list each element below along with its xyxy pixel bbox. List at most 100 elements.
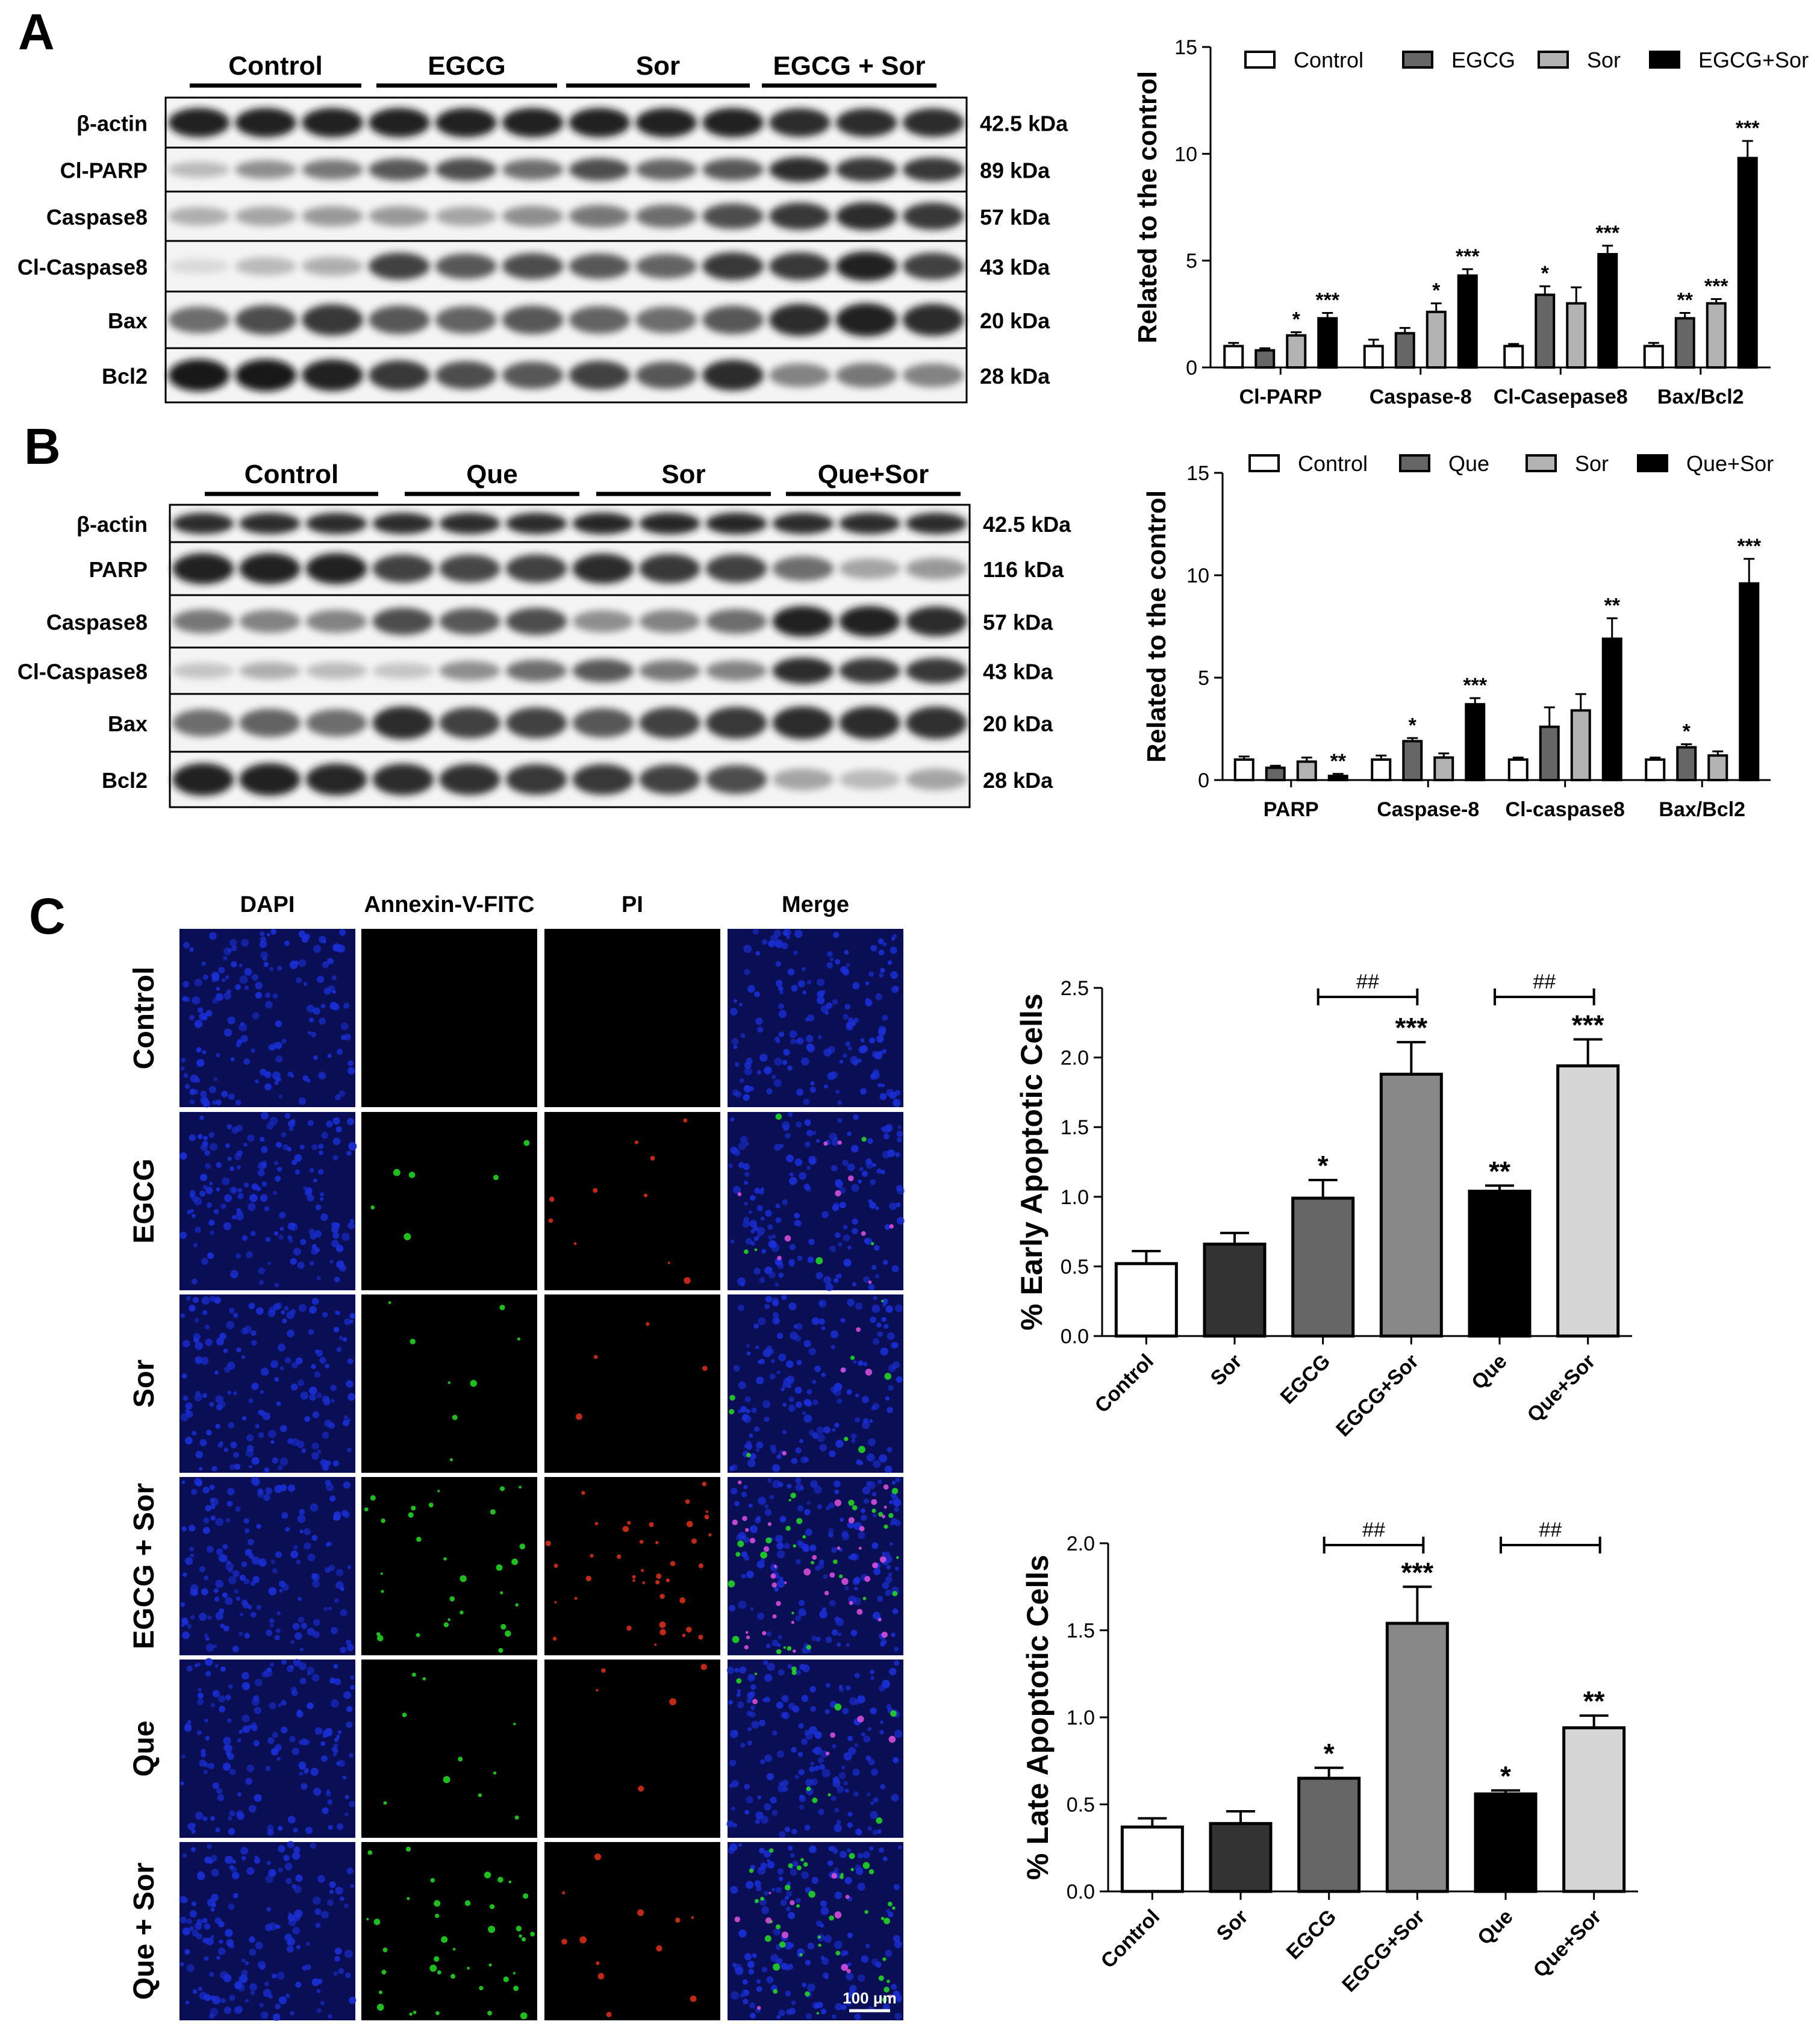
pi-cell xyxy=(762,1631,767,1635)
category-label: Cl-Casepase8 xyxy=(1494,386,1628,408)
dapi-nucleus xyxy=(787,1065,793,1071)
dapi-nucleus xyxy=(765,1296,772,1303)
dapi-nucleus xyxy=(272,1567,278,1573)
dapi-nucleus xyxy=(852,1360,857,1364)
dapi-nucleus xyxy=(778,985,784,991)
fitc-cell xyxy=(881,1299,884,1302)
dapi-nucleus xyxy=(341,1510,349,1517)
dapi-nucleus xyxy=(251,1183,258,1190)
blot-band xyxy=(772,556,834,581)
dapi-nucleus xyxy=(843,969,850,976)
dapi-nucleus xyxy=(251,1697,260,1706)
fitc-cell xyxy=(862,1862,870,1869)
fitc-cell xyxy=(382,1947,388,1953)
pi-cell xyxy=(737,1192,742,1196)
dapi-nucleus xyxy=(810,1081,815,1086)
dapi-nucleus xyxy=(284,940,290,946)
dapi-nucleus xyxy=(814,1366,821,1373)
blot-band xyxy=(368,360,430,390)
dapi-nucleus xyxy=(747,985,755,993)
dapi-nucleus xyxy=(224,1194,232,1202)
dapi-nucleus xyxy=(777,1868,784,1875)
dapi-nucleus xyxy=(278,1845,285,1853)
dapi-nucleus xyxy=(319,1150,323,1155)
dapi-nucleus xyxy=(834,1422,840,1428)
blot-band xyxy=(635,204,697,228)
dapi-nucleus xyxy=(303,982,308,986)
bar xyxy=(1296,760,1317,782)
dapi-nucleus xyxy=(274,1377,279,1382)
legend-swatch xyxy=(1637,454,1668,472)
pi-cell xyxy=(593,1188,598,1193)
blot-band xyxy=(505,764,567,795)
dapi-nucleus xyxy=(314,1727,323,1735)
dapi-nucleus xyxy=(852,1578,859,1585)
dapi-nucleus xyxy=(211,1466,217,1472)
dapi-nucleus xyxy=(223,1974,232,1982)
dapi-nucleus xyxy=(743,1485,748,1490)
dapi-nucleus xyxy=(230,1057,235,1061)
dapi-nucleus xyxy=(787,1384,792,1388)
dapi-nucleus xyxy=(327,1799,333,1805)
dapi-nucleus xyxy=(311,1673,320,1682)
dapi-nucleus xyxy=(782,930,788,936)
dapi-nucleus xyxy=(261,1146,268,1154)
y-axis-label: Related to the control xyxy=(1142,490,1171,763)
dapi-nucleus xyxy=(330,1384,337,1391)
blot-band xyxy=(902,363,964,387)
blot-band xyxy=(839,706,900,740)
dapi-nucleus xyxy=(210,1515,216,1521)
legend-label: Que+Sor xyxy=(1686,451,1774,476)
dapi-nucleus xyxy=(841,1532,850,1541)
blot-band xyxy=(439,707,500,738)
dapi-nucleus xyxy=(818,1808,824,1816)
dapi-nucleus xyxy=(749,1220,757,1228)
dapi-nucleus xyxy=(881,1317,887,1322)
dapi-nucleus xyxy=(814,1731,822,1739)
dapi-nucleus xyxy=(338,1336,343,1340)
dapi-nucleus xyxy=(196,1662,201,1667)
dapi-nucleus xyxy=(898,1845,902,1850)
dapi-nucleus xyxy=(259,1410,266,1416)
dapi-nucleus xyxy=(192,1296,199,1304)
dapi-nucleus xyxy=(197,1698,204,1705)
dapi-nucleus xyxy=(771,1074,776,1079)
dapi-nucleus xyxy=(320,1004,326,1009)
dapi-nucleus xyxy=(879,1847,885,1853)
y-tick-label: 0.5 xyxy=(1067,1794,1095,1817)
dapi-nucleus xyxy=(744,1180,749,1185)
dapi-nucleus xyxy=(887,1407,893,1414)
dapi-nucleus xyxy=(779,1143,784,1149)
dapi-nucleus xyxy=(226,1361,235,1370)
dapi-nucleus xyxy=(325,1543,330,1547)
dapi-nucleus xyxy=(837,1632,842,1637)
dapi-nucleus xyxy=(882,1552,886,1557)
dapi-nucleus xyxy=(290,1073,295,1078)
dapi-nucleus xyxy=(832,999,838,1005)
dapi-nucleus xyxy=(788,1846,793,1851)
pi-cell xyxy=(841,1578,849,1585)
dapi-nucleus xyxy=(185,1557,193,1566)
dapi-nucleus xyxy=(249,1948,257,1956)
dapi-nucleus xyxy=(182,996,187,1002)
dapi-nucleus xyxy=(881,1083,885,1087)
dapi-nucleus xyxy=(782,1402,787,1407)
dapi-nucleus xyxy=(871,1958,879,1966)
significance-mark: * xyxy=(1318,1150,1329,1181)
blot-band xyxy=(639,707,700,738)
blot-band xyxy=(439,554,500,583)
dapi-nucleus xyxy=(209,932,217,940)
dapi-nucleus xyxy=(852,1282,857,1287)
dapi-nucleus xyxy=(288,1912,292,1916)
fitc-cell xyxy=(520,2012,528,2020)
dapi-nucleus xyxy=(210,1907,215,1912)
blot-band xyxy=(502,205,564,227)
bar xyxy=(1379,1072,1443,1338)
dapi-nucleus xyxy=(190,1584,199,1593)
dapi-nucleus xyxy=(195,1356,203,1364)
dapi-nucleus xyxy=(332,1460,339,1467)
dapi-nucleus xyxy=(204,1856,211,1864)
dapi-nucleus xyxy=(282,1318,287,1324)
dapi-nucleus xyxy=(831,1344,836,1350)
dapi-nucleus xyxy=(880,1126,886,1132)
